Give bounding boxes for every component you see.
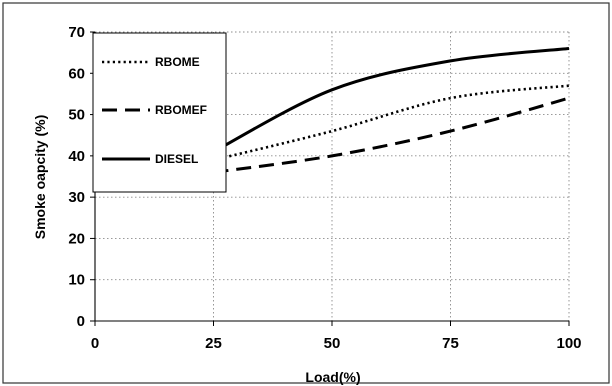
y-tick-label: 40 [68, 148, 85, 165]
x-tick-label: 25 [205, 335, 222, 352]
x-tick-label: 50 [324, 335, 341, 352]
x-axis-title: Load(%) [305, 369, 360, 385]
legend-box [92, 32, 227, 193]
y-tick-label: 70 [68, 24, 85, 41]
y-tick-label: 20 [68, 230, 85, 247]
y-axis-title: Smoke oapcity (%) [32, 115, 48, 239]
series-line-diesel [212, 47, 570, 154]
x-tick-label: 100 [556, 335, 581, 352]
legend-label-diesel: DIESEL [155, 152, 198, 166]
y-tick-label: 60 [68, 65, 85, 82]
y-tick-label: 0 [77, 313, 85, 330]
series-line-rbomef [213, 96, 570, 174]
y-tick-label: 50 [68, 107, 85, 124]
y-tick-label: 10 [68, 272, 85, 289]
axes: 0 10 20 30 40 50 60 70 0 25 50 75 100 [68, 24, 581, 352]
series-group [212, 47, 570, 174]
y-tick-label: 30 [68, 189, 85, 206]
legend-label-rbome: RBOME [155, 55, 200, 69]
x-tick-label: 75 [442, 335, 459, 352]
x-tick-label: 0 [91, 335, 99, 352]
legend: RBOME RBOMEF DIESEL [92, 32, 227, 193]
legend-label-rbomef: RBOMEF [155, 103, 207, 117]
series-line-rbome [213, 84, 570, 162]
